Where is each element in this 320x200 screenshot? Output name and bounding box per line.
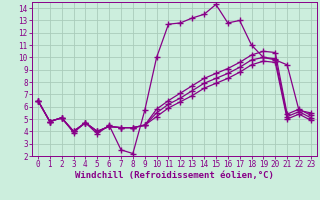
X-axis label: Windchill (Refroidissement éolien,°C): Windchill (Refroidissement éolien,°C) bbox=[75, 171, 274, 180]
